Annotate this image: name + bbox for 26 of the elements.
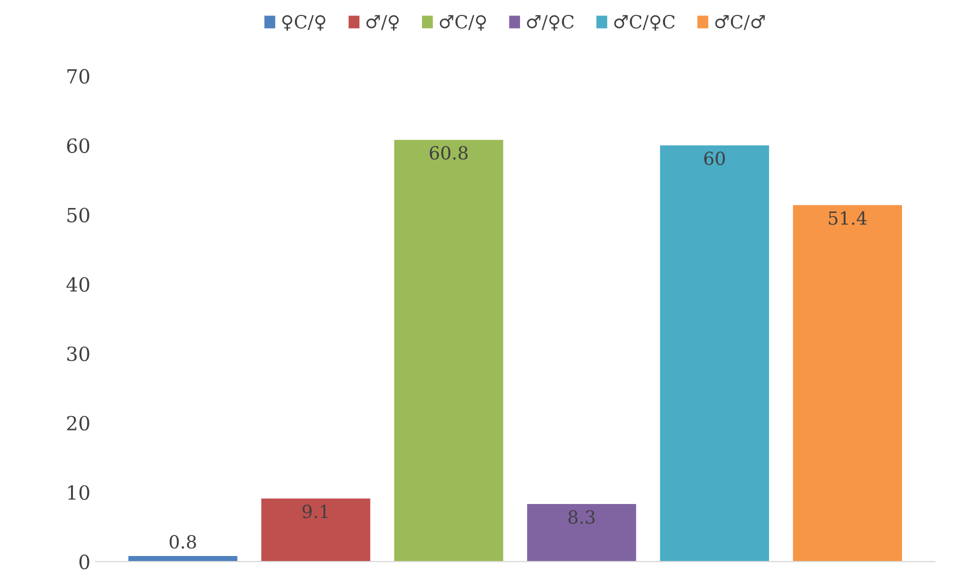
bar	[792, 205, 902, 562]
legend-label: ♂C/♀C	[614, 14, 675, 31]
legend-label: ♀C/♀	[282, 14, 326, 31]
y-tick-label: 60	[67, 138, 90, 154]
y-tick-label: 10	[68, 485, 90, 500]
bar	[394, 140, 504, 562]
y-tick-label: 70	[67, 69, 90, 84]
data-label: 51.4	[828, 211, 867, 225]
bar	[128, 556, 238, 562]
legend-label: ♂C/♂	[715, 14, 765, 30]
y-tick-label: 40	[66, 277, 90, 292]
bar	[527, 504, 636, 562]
bar	[261, 498, 370, 562]
data-label: 8.3	[568, 510, 595, 524]
data-label: 9.1	[302, 504, 328, 518]
y-tick-label: 20	[67, 416, 90, 431]
legend-label: ♂/♀	[366, 15, 399, 31]
data-label: 60.8	[430, 146, 468, 160]
y-tick-label: 50	[67, 208, 90, 222]
y-tick-label: 30	[67, 346, 90, 362]
data-label: 0.8	[170, 535, 196, 549]
y-tick-label: 0	[79, 554, 90, 570]
legend-label: ♂C/♀	[440, 14, 486, 31]
data-label: 60	[704, 152, 725, 166]
bar	[660, 145, 770, 562]
legend-label: ♂/♀C	[526, 14, 574, 31]
